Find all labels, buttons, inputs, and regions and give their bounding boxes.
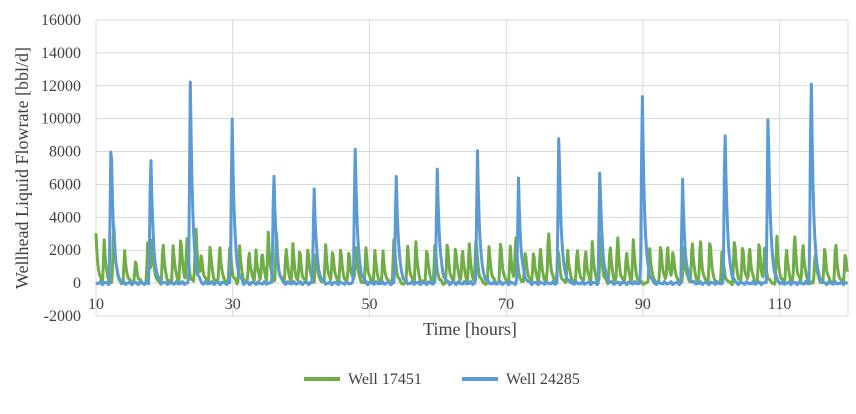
- legend-label-well-17451: Well 17451: [348, 371, 422, 388]
- y-tick-label: 12000: [41, 78, 81, 95]
- x-tick-label: 30: [225, 296, 241, 313]
- x-tick-label: 50: [361, 296, 377, 313]
- y-tick-label: 6000: [49, 176, 81, 193]
- y-tick-label: 0: [73, 275, 81, 292]
- x-tick-label: 10: [88, 296, 104, 313]
- y-tick-label: -2000: [44, 308, 81, 325]
- y-tick-label: 8000: [49, 144, 81, 161]
- y-tick-label: 14000: [41, 45, 81, 62]
- legend-label-well-24285: Well 24285: [506, 371, 580, 388]
- legend: Well 17451 Well 24285: [304, 371, 580, 388]
- series-line-well-17451: [94, 226, 849, 287]
- x-tick-label: 90: [635, 296, 651, 313]
- y-tick-label: 16000: [41, 12, 81, 29]
- chart-ticks: -2000 0 2000 4000 6000 8000 10000 12000 14000 160…: [41, 12, 791, 325]
- y-tick-label: 10000: [41, 111, 81, 128]
- y-axis-title: Wellhead Liquid Flowrate [bbl/d]: [12, 47, 32, 289]
- y-tick-label: 4000: [49, 209, 81, 226]
- chart-series: [94, 80, 849, 287]
- y-tick-label: 2000: [49, 242, 81, 259]
- x-tick-label: 110: [768, 296, 791, 313]
- x-axis-title: Time [hours]: [423, 319, 517, 339]
- series-line-well-24285: [95, 80, 849, 287]
- x-tick-label: 70: [498, 296, 514, 313]
- chart-grid: [95, 19, 849, 317]
